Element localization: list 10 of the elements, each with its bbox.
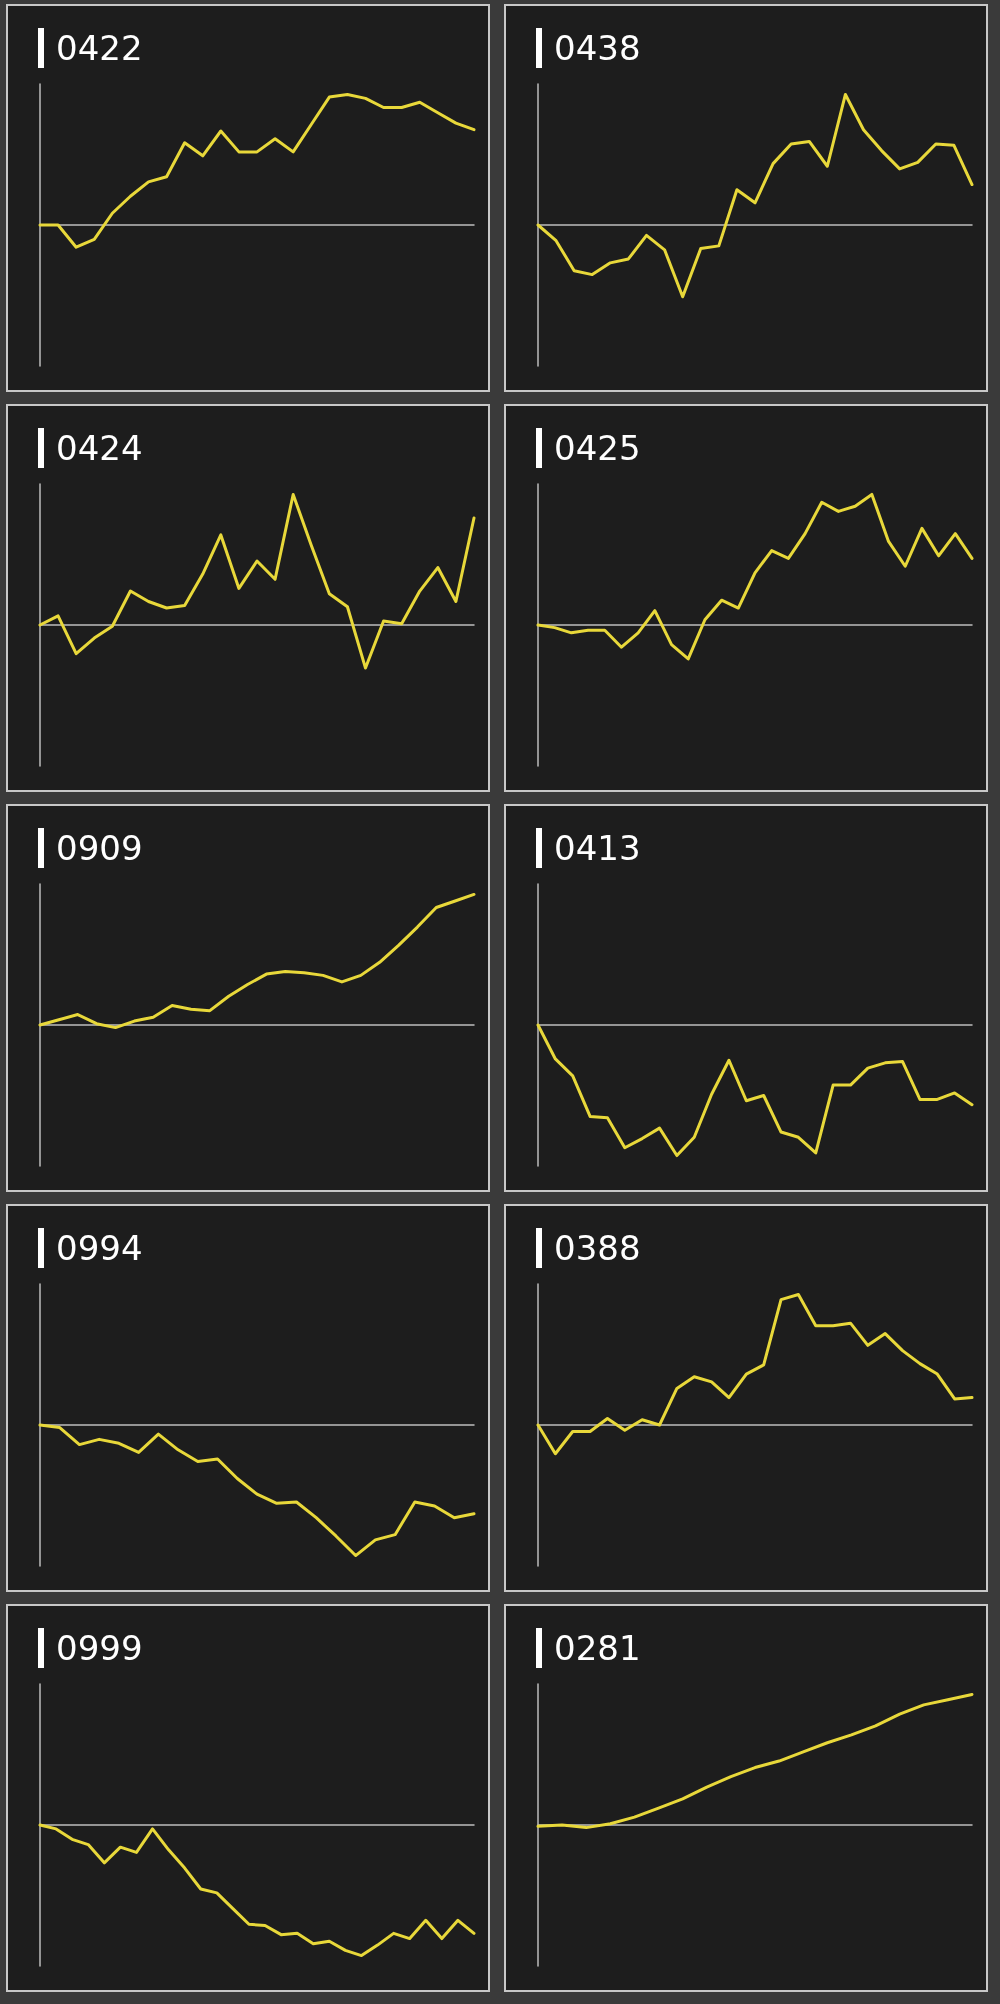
chart-title: 0388 xyxy=(536,1228,641,1268)
chart-title: 0438 xyxy=(536,28,641,68)
chart-title: 0413 xyxy=(536,828,641,868)
chart-title: 0909 xyxy=(38,828,143,868)
chart-title: 0999 xyxy=(38,1628,143,1668)
chart-title: 0422 xyxy=(38,28,143,68)
chart-title: 0424 xyxy=(38,428,143,468)
chart-title: 0281 xyxy=(536,1628,641,1668)
chart-title: 0425 xyxy=(536,428,641,468)
chart-title: 0994 xyxy=(38,1228,143,1268)
